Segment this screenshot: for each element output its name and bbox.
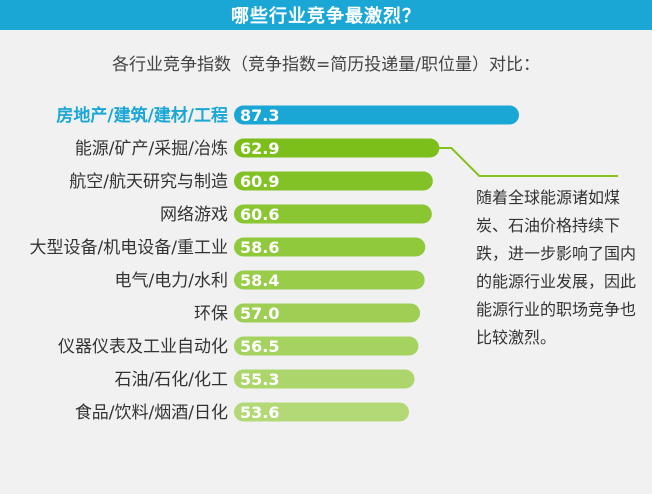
bar-4 [234,237,426,257]
value-label-4: 58.6 [240,238,279,257]
bar-6 [234,303,421,323]
category-label-6: 环保 [194,304,228,324]
value-label-1: 62.9 [240,139,279,158]
value-label-6: 57.0 [240,304,279,323]
value-label-7: 56.5 [240,337,279,356]
category-label-7: 仪器仪表及工业自动化 [58,337,228,357]
value-label-0: 87.3 [240,106,279,125]
category-label-3: 网络游戏 [160,205,228,225]
page-title: 哪些行业竞争最激烈？ [0,0,652,30]
bar-9 [234,402,409,422]
chart-subtitle: 各行业竞争指数（竞争指数=简历投递量/职位量）对比： [112,55,540,75]
annotation-note: 随着全球能源诸如煤炭、石油价格持续下跌，进一步影响了国内的能源行业发展，因此能源… [476,188,637,347]
category-label-8: 石油/石化/化工 [115,370,228,390]
value-label-2: 60.9 [240,172,279,191]
annotation-connector [435,147,618,177]
category-label-9: 食品/饮料/烟酒/日化 [75,403,228,423]
bar-1 [234,138,440,158]
value-label-8: 55.3 [240,370,279,389]
value-label-3: 60.6 [240,205,279,224]
bar-7 [234,336,419,356]
category-label-0: 房地产/建筑/建材/工程 [56,105,228,126]
category-label-2: 航空/航天研究与制造 [69,172,228,192]
value-label-9: 53.6 [240,403,279,422]
category-label-1: 能源/矿产/采掘/冶炼 [75,139,228,159]
bar-0 [234,105,519,125]
bar-3 [234,204,432,224]
category-label-4: 大型设备/机电设备/重工业 [30,238,228,258]
value-label-5: 58.4 [240,271,279,290]
bar-5 [234,270,425,290]
category-label-5: 电气/电力/水利 [115,271,228,291]
bar-2 [234,171,433,191]
bar-8 [234,369,415,389]
